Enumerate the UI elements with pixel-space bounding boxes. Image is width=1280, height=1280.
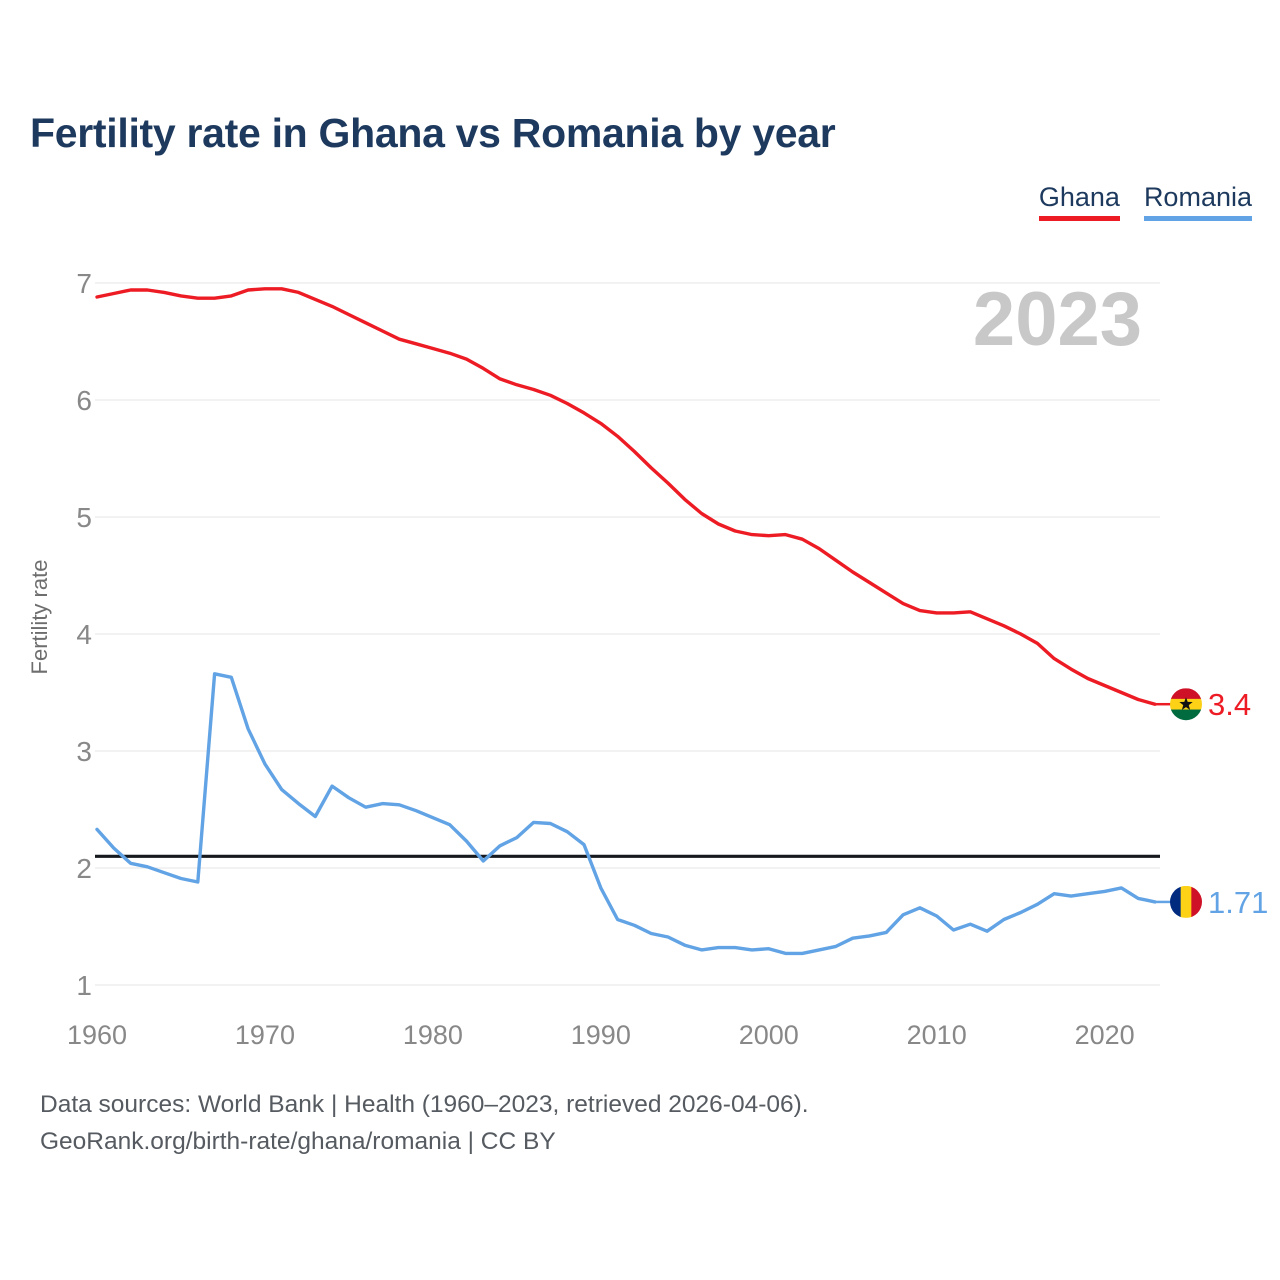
y-tick-label: 5 — [76, 502, 92, 533]
legend-item-romania[interactable]: Romania — [1143, 182, 1252, 221]
x-tick-label: 1990 — [571, 1020, 631, 1050]
y-tick-label: 4 — [76, 619, 92, 650]
source-note: Data sources: World Bank | Health (1960–… — [40, 1086, 809, 1160]
x-tick-label: 1980 — [403, 1020, 463, 1050]
x-tick-label: 2020 — [1075, 1020, 1135, 1050]
source-line-2: GeoRank.org/birth-rate/ghana/romania | C… — [40, 1128, 556, 1155]
x-tick-label: 1960 — [67, 1020, 127, 1050]
watermark-year: 2023 — [973, 277, 1142, 362]
x-tick-label: 2010 — [907, 1020, 967, 1050]
legend-item-ghana[interactable]: Ghana — [1038, 182, 1120, 221]
romania-end-value: 1.71 — [1208, 885, 1268, 920]
ghana-line — [95, 287, 1157, 706]
page-title: Fertility rate in Ghana vs Romania by ye… — [30, 110, 836, 156]
x-tick-label: 1970 — [235, 1020, 295, 1050]
romania-line — [95, 672, 1157, 956]
source-line-1: Data sources: World Bank | Health (1960–… — [40, 1091, 809, 1118]
legend: Ghana Romania — [1038, 182, 1252, 221]
y-tick-label: 3 — [76, 736, 92, 767]
romania-flag-icon — [1170, 885, 1202, 918]
y-tick-label: 2 — [76, 853, 92, 884]
y-tick-label: 7 — [76, 268, 92, 299]
x-tick-label: 2000 — [739, 1020, 799, 1050]
y-axis-title: Fertility rate — [27, 560, 52, 675]
y-tick-label: 6 — [76, 385, 92, 416]
y-tick-label: 1 — [76, 970, 92, 1001]
ghana-flag-icon — [1170, 688, 1202, 721]
ghana-end-value: 3.4 — [1208, 687, 1251, 722]
